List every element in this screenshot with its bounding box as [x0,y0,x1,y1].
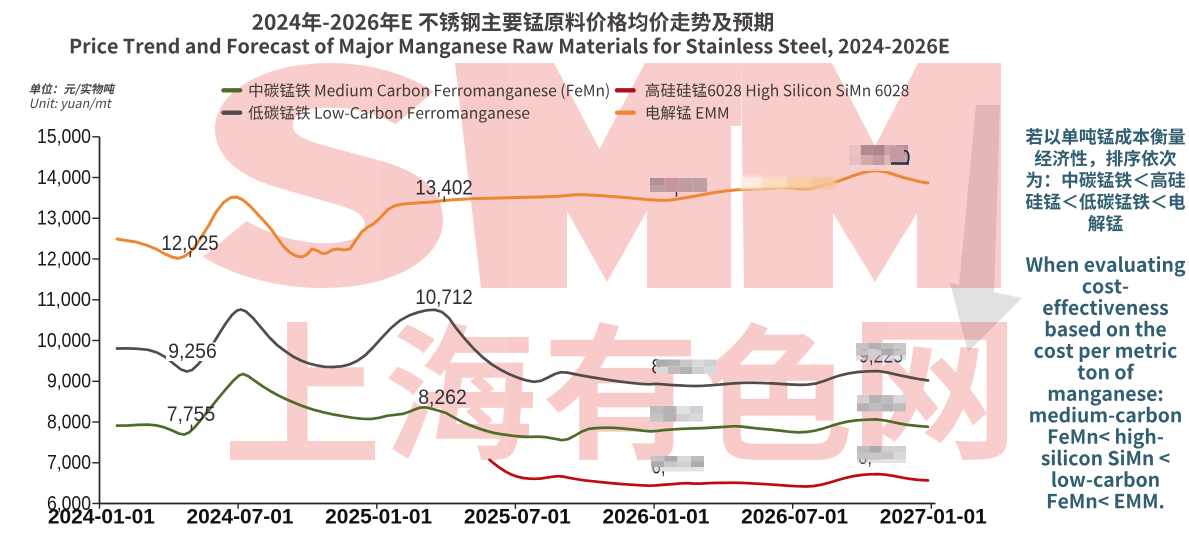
svg-text:2024-07-01: 2024-07-01 [187,505,294,528]
svg-text:9,000: 9,000 [47,371,91,393]
svg-text:6,000: 6,000 [47,493,91,515]
svg-text:2026-01-01: 2026-01-01 [602,505,709,528]
svg-text:2024-01-01: 2024-01-01 [48,505,155,528]
svg-text:2026-07-01: 2026-07-01 [741,505,848,528]
svg-text:2025-07-01: 2025-07-01 [464,505,571,528]
svg-text:7,755: 7,755 [167,403,216,426]
svg-text:13,402: 13,402 [415,176,473,199]
svg-text:11,000: 11,000 [37,289,91,311]
svg-text:8,262: 8,262 [418,386,467,409]
svg-text:10,000: 10,000 [37,330,91,352]
svg-text:8,000: 8,000 [47,411,91,433]
svg-text:10,712: 10,712 [415,286,473,309]
svg-text:7,000: 7,000 [47,452,91,474]
svg-text:2025-01-01: 2025-01-01 [325,505,432,528]
svg-text:12,025: 12,025 [161,232,219,255]
svg-text:2027-01-01: 2027-01-01 [880,505,987,528]
svg-text:13,000: 13,000 [37,208,91,230]
svg-text:15,000: 15,000 [37,126,91,148]
svg-text:12,000: 12,000 [37,248,91,270]
svg-text:9,256: 9,256 [168,340,217,363]
svg-text:14,000: 14,000 [37,167,91,189]
